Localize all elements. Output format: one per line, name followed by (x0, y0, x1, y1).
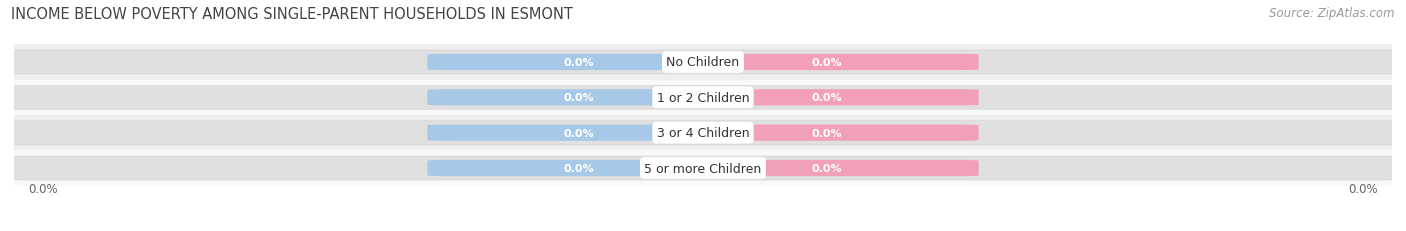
Text: 5 or more Children: 5 or more Children (644, 162, 762, 175)
Text: 0.0%: 0.0% (564, 163, 595, 173)
FancyBboxPatch shape (14, 116, 1392, 151)
Text: 0.0%: 0.0% (28, 182, 58, 195)
FancyBboxPatch shape (14, 45, 1392, 80)
FancyBboxPatch shape (0, 86, 1406, 110)
Text: No Children: No Children (666, 56, 740, 69)
Text: 0.0%: 0.0% (811, 93, 842, 103)
FancyBboxPatch shape (0, 51, 1406, 75)
FancyBboxPatch shape (427, 55, 731, 71)
FancyBboxPatch shape (427, 90, 731, 106)
FancyBboxPatch shape (0, 121, 1406, 145)
Text: 0.0%: 0.0% (564, 93, 595, 103)
FancyBboxPatch shape (427, 125, 731, 141)
Text: INCOME BELOW POVERTY AMONG SINGLE-PARENT HOUSEHOLDS IN ESMONT: INCOME BELOW POVERTY AMONG SINGLE-PARENT… (11, 7, 574, 22)
FancyBboxPatch shape (675, 55, 979, 71)
Text: 0.0%: 0.0% (1348, 182, 1378, 195)
FancyBboxPatch shape (675, 160, 979, 176)
FancyBboxPatch shape (14, 151, 1392, 186)
FancyBboxPatch shape (675, 90, 979, 106)
Legend: Single Father, Single Mother: Single Father, Single Mother (591, 227, 815, 231)
Text: 0.0%: 0.0% (564, 128, 595, 138)
Text: 0.0%: 0.0% (564, 58, 595, 68)
FancyBboxPatch shape (0, 156, 1406, 180)
Text: 0.0%: 0.0% (811, 163, 842, 173)
FancyBboxPatch shape (675, 125, 979, 141)
Text: 1 or 2 Children: 1 or 2 Children (657, 91, 749, 104)
Text: 3 or 4 Children: 3 or 4 Children (657, 127, 749, 140)
Text: Source: ZipAtlas.com: Source: ZipAtlas.com (1270, 7, 1395, 20)
FancyBboxPatch shape (427, 160, 731, 176)
Text: 0.0%: 0.0% (811, 128, 842, 138)
FancyBboxPatch shape (14, 80, 1392, 116)
Text: 0.0%: 0.0% (811, 58, 842, 68)
